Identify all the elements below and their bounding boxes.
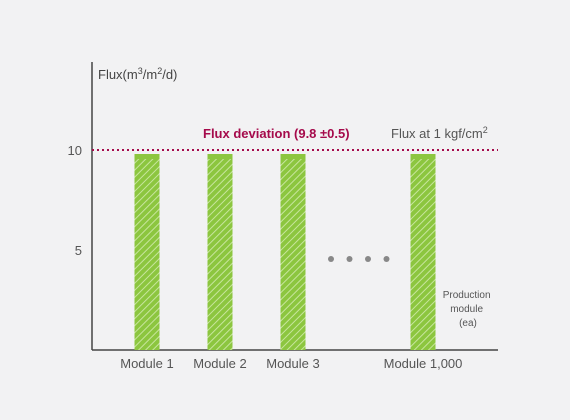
ellipsis-dot bbox=[383, 256, 390, 262]
bar-3 bbox=[280, 154, 306, 350]
y-tick-label: 5 bbox=[75, 243, 82, 258]
ellipsis-dot bbox=[346, 256, 353, 262]
ellipsis-dot bbox=[328, 256, 334, 262]
bar-4 bbox=[410, 154, 436, 350]
bar-cap-2 bbox=[207, 154, 233, 159]
y-axis-label: Flux(m3/m2/d) bbox=[98, 66, 177, 82]
y-tick-label: 10 bbox=[68, 143, 82, 158]
x-categories-group: Module 1 Module 2 Module 3 Module 1,000 bbox=[120, 356, 462, 371]
x-category-label: Module 1,000 bbox=[384, 356, 463, 371]
x-axis-label: Production module (ea) bbox=[443, 290, 494, 329]
y-ticks-group: 5 10 bbox=[68, 143, 82, 258]
bars-group bbox=[134, 154, 436, 350]
bar-cap-4 bbox=[410, 154, 436, 159]
ellipsis-dots bbox=[328, 256, 390, 262]
ellipsis-dot bbox=[365, 256, 371, 262]
bar-1 bbox=[134, 154, 160, 350]
x-category-label: Module 3 bbox=[266, 356, 319, 371]
x-category-label: Module 2 bbox=[193, 356, 246, 371]
bar-cap-1 bbox=[134, 154, 160, 159]
deviation-label: Flux deviation (9.8 ±0.5) bbox=[203, 126, 350, 141]
condition-label: Flux at 1 kgf/cm2 bbox=[391, 125, 488, 141]
bar-2 bbox=[207, 154, 233, 350]
x-category-label: Module 1 bbox=[120, 356, 173, 371]
bar-cap-3 bbox=[280, 154, 306, 159]
